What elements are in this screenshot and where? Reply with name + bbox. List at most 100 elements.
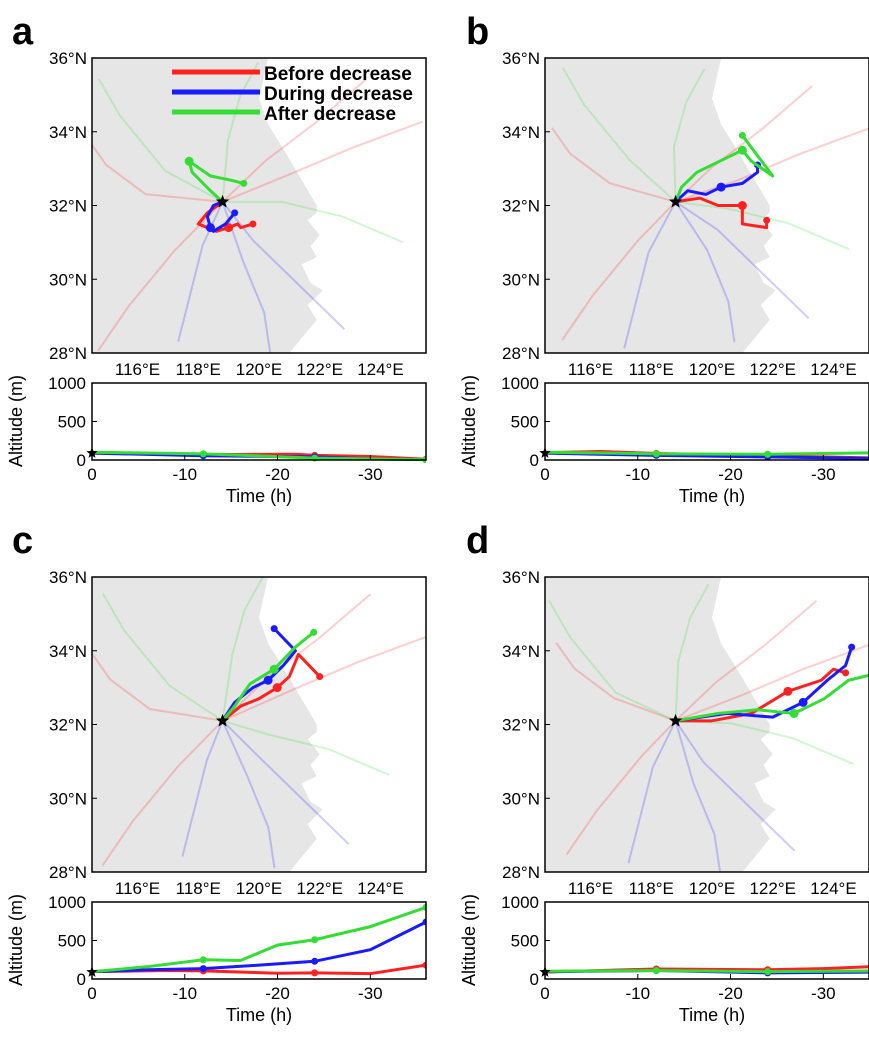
altitude-frame bbox=[544, 382, 869, 461]
lat-tick-label: 28°N bbox=[502, 863, 540, 882]
altitude-b: 0 500 1000 0 -10 -20 -30 Time (h) Altitude (m) bbox=[459, 374, 869, 506]
faint-trajectory bbox=[565, 720, 677, 856]
altitude-tick-label: 0 bbox=[77, 970, 86, 989]
faint-trajectory bbox=[675, 643, 869, 722]
land-area bbox=[545, 577, 776, 872]
lat-tick-label: 34°N bbox=[502, 123, 540, 142]
lon-tick-label: 116°E bbox=[115, 879, 160, 898]
altitude-marker bbox=[764, 968, 772, 976]
lon-tick-label: 116°E bbox=[115, 360, 160, 379]
altitude-axis-label: Altitude (m) bbox=[459, 375, 479, 467]
receptor-star bbox=[215, 194, 230, 208]
altitude-tick-label: 1000 bbox=[48, 893, 86, 912]
lon-tick-label: 118°E bbox=[176, 360, 221, 379]
altitude-tick-label: 0 bbox=[530, 451, 539, 470]
faint-trajectory bbox=[674, 583, 710, 721]
trajectory-marker bbox=[789, 708, 799, 718]
faint-trajectory bbox=[562, 67, 677, 203]
lat-tick-label: 34°N bbox=[49, 123, 87, 142]
altitude-a: 0 500 1000 0 -10 -20 -30 Time (h) Altitude (m) bbox=[6, 374, 427, 506]
panel-c: c bbox=[12, 520, 33, 562]
lat-tick-label: 32°N bbox=[49, 197, 87, 216]
lat-tick-label: 32°N bbox=[502, 197, 540, 216]
land-area bbox=[92, 58, 323, 353]
altitude-line-during bbox=[92, 920, 426, 974]
faint-trajectory bbox=[551, 127, 676, 203]
trajectory-endpoint bbox=[842, 669, 850, 677]
lon-tick-label: 122°E bbox=[749, 360, 796, 379]
trajectory-endpoint bbox=[763, 216, 771, 224]
lat-tick-label: 30°N bbox=[49, 789, 87, 808]
faint-trajectory bbox=[92, 653, 223, 722]
faint-trajectory bbox=[548, 599, 676, 722]
lat-tick-label: 34°N bbox=[502, 642, 540, 661]
receptor-star bbox=[668, 713, 683, 727]
altitude-d: 0 500 1000 0 -10 -20 -30 Time (h) Altitude (m) bbox=[459, 893, 869, 1025]
faint-trajectory bbox=[102, 593, 224, 722]
lat-tick-label: 32°N bbox=[49, 716, 87, 735]
altitude-tick-label: 1000 bbox=[48, 374, 86, 393]
mean-trajectory-after bbox=[221, 631, 315, 722]
altitude-marker bbox=[311, 957, 319, 965]
faint-trajectory bbox=[221, 61, 260, 202]
land-area bbox=[545, 58, 776, 353]
legend-label-after: After decrease bbox=[264, 104, 396, 125]
lat-tick-label: 32°N bbox=[502, 716, 540, 735]
trajectory-marker bbox=[224, 223, 234, 233]
mean-trajectory-after bbox=[674, 134, 775, 203]
faint-trajectory bbox=[221, 201, 272, 353]
faint-trajectory bbox=[221, 577, 264, 721]
time-tick-label: -30 bbox=[358, 984, 383, 1003]
faint-trajectory bbox=[221, 720, 276, 869]
lon-tick-label: 124°E bbox=[810, 360, 857, 379]
altitude-line-after bbox=[545, 450, 869, 456]
lon-tick-label: 120°E bbox=[236, 879, 283, 898]
time-axis-label: Time (h) bbox=[679, 1005, 745, 1025]
map-c bbox=[92, 577, 426, 872]
faint-trajectory bbox=[101, 720, 224, 867]
land-area bbox=[92, 577, 323, 872]
trajectory-endpoint bbox=[240, 179, 248, 187]
altitude-tick-label: 0 bbox=[77, 451, 86, 470]
faint-trajectory bbox=[181, 720, 224, 857]
legend-label-before: Before decrease bbox=[264, 64, 412, 85]
lon-tick-label: 120°E bbox=[689, 879, 736, 898]
lat-tick-label: 30°N bbox=[49, 270, 87, 289]
panel-b: b bbox=[466, 11, 489, 53]
altitude-marker bbox=[422, 961, 426, 969]
trajectory-marker bbox=[737, 145, 747, 155]
altitude-frame bbox=[91, 382, 427, 461]
lat-tick-label: 28°N bbox=[49, 344, 87, 363]
map-b bbox=[545, 58, 869, 353]
trajectory-endpoint bbox=[316, 673, 324, 681]
altitude-marker bbox=[199, 450, 207, 458]
altitude-marker bbox=[652, 967, 660, 975]
lon-tick-label: 124°E bbox=[357, 360, 404, 379]
time-axis-label: Time (h) bbox=[226, 486, 292, 506]
faint-trajectory bbox=[675, 200, 850, 251]
faint-trajectory bbox=[627, 720, 677, 864]
trajectory-endpoint bbox=[231, 209, 239, 217]
altitude-tick-label: 500 bbox=[511, 413, 539, 432]
trajectory-marker bbox=[269, 664, 279, 674]
faint-trajectory bbox=[222, 719, 390, 776]
panel-d-letter: d bbox=[466, 520, 489, 562]
lon-tick-label: 122°E bbox=[296, 360, 343, 379]
time-tick-label: -20 bbox=[265, 465, 290, 484]
lon-tick-label: 116°E bbox=[568, 879, 613, 898]
time-tick-label: 0 bbox=[540, 984, 549, 1003]
lat-tick-label: 36°N bbox=[49, 49, 87, 68]
faint-trajectory bbox=[221, 720, 350, 845]
time-tick-label: 0 bbox=[87, 465, 96, 484]
trajectory-endpoint bbox=[848, 643, 856, 651]
lat-tick-label: 36°N bbox=[502, 49, 540, 68]
time-axis-label: Time (h) bbox=[679, 486, 745, 506]
faint-trajectory bbox=[222, 635, 426, 722]
altitude-marker bbox=[764, 450, 772, 458]
faint-trajectory bbox=[561, 201, 677, 341]
faint-trajectory bbox=[674, 600, 818, 722]
lat-tick-label: 30°N bbox=[502, 270, 540, 289]
altitude-tick-label: 500 bbox=[58, 932, 86, 951]
lat-tick-label: 34°N bbox=[49, 642, 87, 661]
time-tick-label: -30 bbox=[358, 465, 383, 484]
